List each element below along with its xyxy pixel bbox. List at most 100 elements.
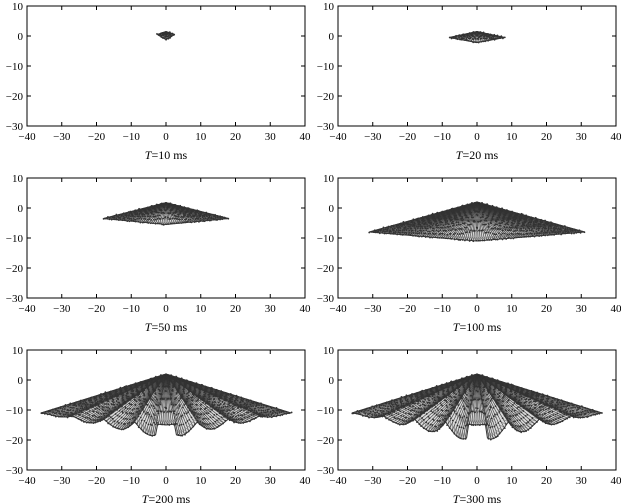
mesh-link: [215, 419, 223, 423]
mesh-link: [182, 428, 187, 432]
data-point: [535, 230, 538, 233]
y-tick-label: −20: [6, 435, 24, 447]
mesh-link: [147, 397, 151, 401]
data-point: [177, 407, 179, 409]
data-point: [465, 215, 468, 217]
mesh-link: [431, 225, 436, 229]
mesh-link: [445, 226, 448, 230]
mesh-link: [501, 234, 506, 239]
data-point: [401, 229, 404, 231]
mesh-link: [467, 236, 470, 240]
mesh-link: [435, 225, 439, 230]
mesh-link: [566, 229, 577, 233]
mesh-link: [183, 412, 188, 416]
mesh-link: [86, 403, 94, 408]
data-point: [93, 414, 96, 417]
ray: [140, 373, 167, 430]
data-point: [232, 415, 234, 418]
data-point: [541, 230, 544, 232]
mesh-link: [125, 218, 128, 221]
mesh-link: [208, 217, 215, 220]
mesh-link: [79, 413, 85, 419]
mesh-link: [171, 401, 174, 407]
data-point: [254, 407, 257, 410]
mesh-link: [549, 223, 560, 226]
data-point: [450, 219, 453, 222]
mesh-link: [96, 417, 101, 422]
mesh-link: [474, 35, 477, 38]
data-point: [137, 394, 139, 397]
mesh-link: [424, 232, 428, 237]
mesh-link: [423, 215, 431, 219]
mesh-link: [511, 216, 520, 220]
mesh-link: [519, 215, 529, 219]
mesh-link: [502, 217, 509, 221]
mesh-link: [156, 418, 159, 424]
data-point: [83, 407, 86, 409]
mesh-link: [443, 234, 445, 238]
data-point: [164, 209, 167, 212]
mesh-link: [80, 402, 88, 408]
mesh-link: [164, 419, 168, 424]
mesh-link: [512, 226, 519, 230]
mesh-link: [216, 217, 224, 219]
data-point: [465, 216, 467, 219]
mesh-link: [518, 215, 528, 219]
mesh-link: [190, 215, 195, 218]
data-point: [117, 422, 120, 424]
data-point: [487, 222, 490, 225]
data-point: [445, 230, 447, 232]
mesh-link: [472, 38, 474, 40]
mesh-link: [426, 215, 434, 219]
mesh-link: [171, 217, 175, 220]
mesh-link: [522, 233, 530, 237]
mesh-link: [465, 236, 468, 240]
mesh-link: [495, 217, 501, 221]
mesh-link: [558, 230, 568, 233]
data-point: [150, 404, 153, 407]
mesh-link: [227, 405, 237, 409]
data-point: [499, 224, 502, 227]
mesh-link: [479, 228, 482, 233]
mesh-link: [108, 216, 112, 219]
data-point: [214, 401, 217, 403]
data-point: [188, 418, 191, 421]
mesh-link: [492, 227, 497, 231]
mesh-link: [424, 215, 432, 219]
mesh-link: [123, 395, 130, 400]
data-point: [186, 420, 189, 422]
mesh-link: [175, 221, 179, 224]
data-point: [132, 218, 135, 220]
x-tick-label: 10: [195, 475, 207, 487]
mesh-link: [203, 410, 210, 414]
mesh-link: [190, 209, 196, 212]
mesh-link: [443, 226, 446, 230]
mesh-link: [124, 409, 128, 415]
ray: [462, 201, 478, 240]
mesh-link: [449, 217, 454, 221]
mesh-link: [469, 228, 472, 232]
data-point: [239, 414, 242, 417]
mesh-link: [163, 212, 166, 215]
data-point: [85, 408, 88, 411]
mesh-link: [401, 230, 406, 235]
mesh-link: [524, 232, 532, 236]
data-point: [213, 403, 216, 406]
mesh-link: [537, 224, 546, 227]
mesh-link: [419, 224, 425, 228]
mesh-link: [520, 225, 528, 229]
data-point: [433, 230, 435, 232]
data-point: [79, 407, 82, 410]
mesh-link: [171, 221, 175, 224]
data-point: [136, 213, 138, 216]
mesh-link: [461, 218, 464, 222]
mesh-link: [546, 231, 555, 234]
y-tick-label: −10: [6, 61, 24, 73]
data-point: [403, 229, 406, 231]
mesh-link: [472, 228, 475, 233]
mesh-link: [98, 405, 105, 410]
mesh-link: [162, 217, 165, 220]
mesh-link: [479, 236, 483, 240]
mesh-link: [484, 218, 487, 223]
mesh-link: [430, 215, 437, 219]
